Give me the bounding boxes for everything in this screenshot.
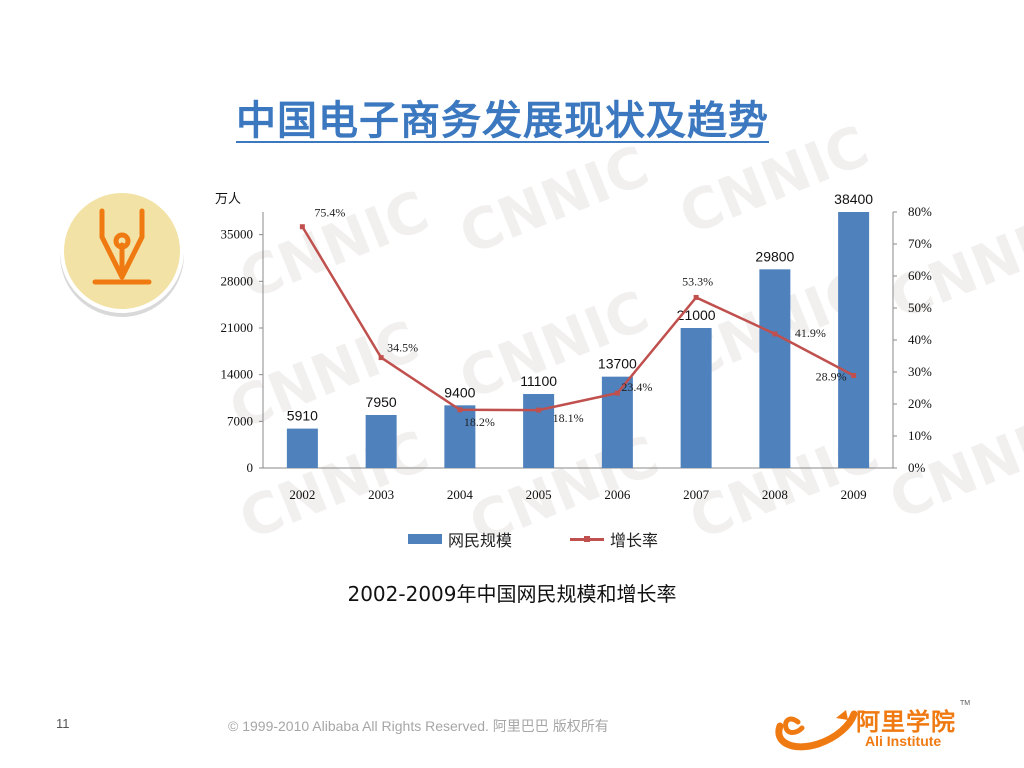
bar-value-label: 11100 xyxy=(520,373,557,389)
chart-legend: 网民规模 增长率 xyxy=(408,527,716,551)
x-tick-label: 2009 xyxy=(841,487,867,502)
watermark-text: CNNIC xyxy=(451,134,658,268)
bar xyxy=(838,212,870,468)
bar-value-label: 5910 xyxy=(287,408,318,424)
y2-tick-label: 60% xyxy=(908,268,932,283)
line-value-label: 53.3% xyxy=(682,274,713,288)
fountain-pen-nib-icon xyxy=(60,189,184,317)
watermark-text: CNNIC xyxy=(231,419,438,553)
legend-label-bar: 网民规模 xyxy=(448,531,513,550)
pen-nib-shape xyxy=(92,208,152,285)
x-ticks: 2002 2003 2004 2005 2006 2007 2008 2009 xyxy=(289,487,866,502)
legend-swatch-bar xyxy=(408,534,442,544)
x-tick-label: 2002 xyxy=(289,487,315,502)
y2-tick-label: 50% xyxy=(908,300,932,315)
bar-value-label: 38400 xyxy=(834,191,873,207)
y2-tick-label: 40% xyxy=(908,332,932,347)
y2-tick-label: 20% xyxy=(908,396,932,411)
x-tick-label: 2005 xyxy=(526,487,552,502)
bar xyxy=(444,405,476,468)
logo-text-cn: 阿里学院 xyxy=(856,708,956,736)
legend-swatch-line xyxy=(570,535,605,542)
bar xyxy=(523,394,555,468)
y2-tick-label: 0% xyxy=(908,460,926,475)
chart-caption: 2002-2009年中国网民规模和增长率 xyxy=(347,582,677,606)
y-tick-label: 35000 xyxy=(221,227,254,242)
logo-text-en: Ali Institute xyxy=(865,733,942,749)
y-tick-label: 28000 xyxy=(221,273,254,288)
bar-value-label: 13700 xyxy=(598,356,637,372)
line-series xyxy=(299,224,857,413)
line-point xyxy=(457,407,463,413)
legend-item-line: 增长率 xyxy=(570,527,658,551)
bar-series xyxy=(286,212,870,468)
x-tick-label: 2008 xyxy=(762,487,788,502)
copyright-notice: © 1999-2010 Alibaba All Rights Reserved.… xyxy=(228,718,609,734)
y-tick-label: 0 xyxy=(247,460,254,475)
y-axis-unit-label: 万人 xyxy=(215,192,241,207)
watermark-text: CNNIC xyxy=(881,399,1024,533)
line-point xyxy=(693,294,699,300)
y-ticks-left: 0 7000 14000 21000 28000 35000 xyxy=(221,227,263,475)
line-value-label: 18.2% xyxy=(464,415,495,429)
line-point xyxy=(614,390,620,396)
slide-title: 中国电子商务发展现状及趋势 xyxy=(236,98,769,144)
page-number: 11 xyxy=(56,716,70,731)
legend-item-bar: 网民规模 xyxy=(408,527,512,551)
line-point xyxy=(772,331,778,337)
bar xyxy=(286,428,318,468)
line-point xyxy=(851,373,857,379)
y2-tick-label: 10% xyxy=(908,428,932,443)
logo-trademark: TM xyxy=(960,700,971,707)
bar xyxy=(680,328,712,468)
line-value-label: 41.9% xyxy=(795,326,826,340)
legend-label-line: 增长率 xyxy=(610,531,659,550)
x-tick-label: 2004 xyxy=(447,487,474,502)
ali-institute-logo: 阿里学院 Ali Institute TM xyxy=(770,700,970,756)
bar xyxy=(759,269,791,468)
bar-value-label: 7950 xyxy=(366,394,397,410)
y-tick-label: 7000 xyxy=(227,413,253,428)
line-value-label: 18.1% xyxy=(553,411,584,425)
y2-tick-label: 30% xyxy=(908,364,932,379)
growth-rate-line xyxy=(301,226,855,412)
y2-tick-label: 70% xyxy=(908,236,932,251)
bar xyxy=(365,415,397,468)
x-tick-label: 2007 xyxy=(683,487,710,502)
y-tick-label: 14000 xyxy=(221,367,254,382)
line-point xyxy=(299,224,305,230)
y-tick-label: 21000 xyxy=(221,320,254,335)
x-tick-label: 2006 xyxy=(604,487,631,502)
watermark-text: CNNIC xyxy=(881,199,1024,333)
watermark-text: CNNIC xyxy=(231,179,438,313)
line-value-label: 75.4% xyxy=(314,206,345,220)
bar-value-label: 9400 xyxy=(444,384,475,400)
y-ticks-right: 0% 10% 20% 30% 40% 50% 60% 70% 80% xyxy=(893,204,932,475)
line-labels: 75.4% 34.5% 18.2% 18.1% 23.4% 53.3% 41.9% 28.9% xyxy=(314,206,846,429)
line-point xyxy=(536,407,542,413)
bar-value-label: 29800 xyxy=(755,248,794,264)
line-value-label: 34.5% xyxy=(387,341,418,355)
line-point xyxy=(378,355,384,361)
line-value-label: 23.4% xyxy=(621,380,652,394)
ali-smile-icon xyxy=(775,710,858,751)
line-value-label: 28.9% xyxy=(816,370,847,384)
y2-tick-label: 80% xyxy=(908,204,932,219)
x-tick-label: 2003 xyxy=(368,487,394,502)
